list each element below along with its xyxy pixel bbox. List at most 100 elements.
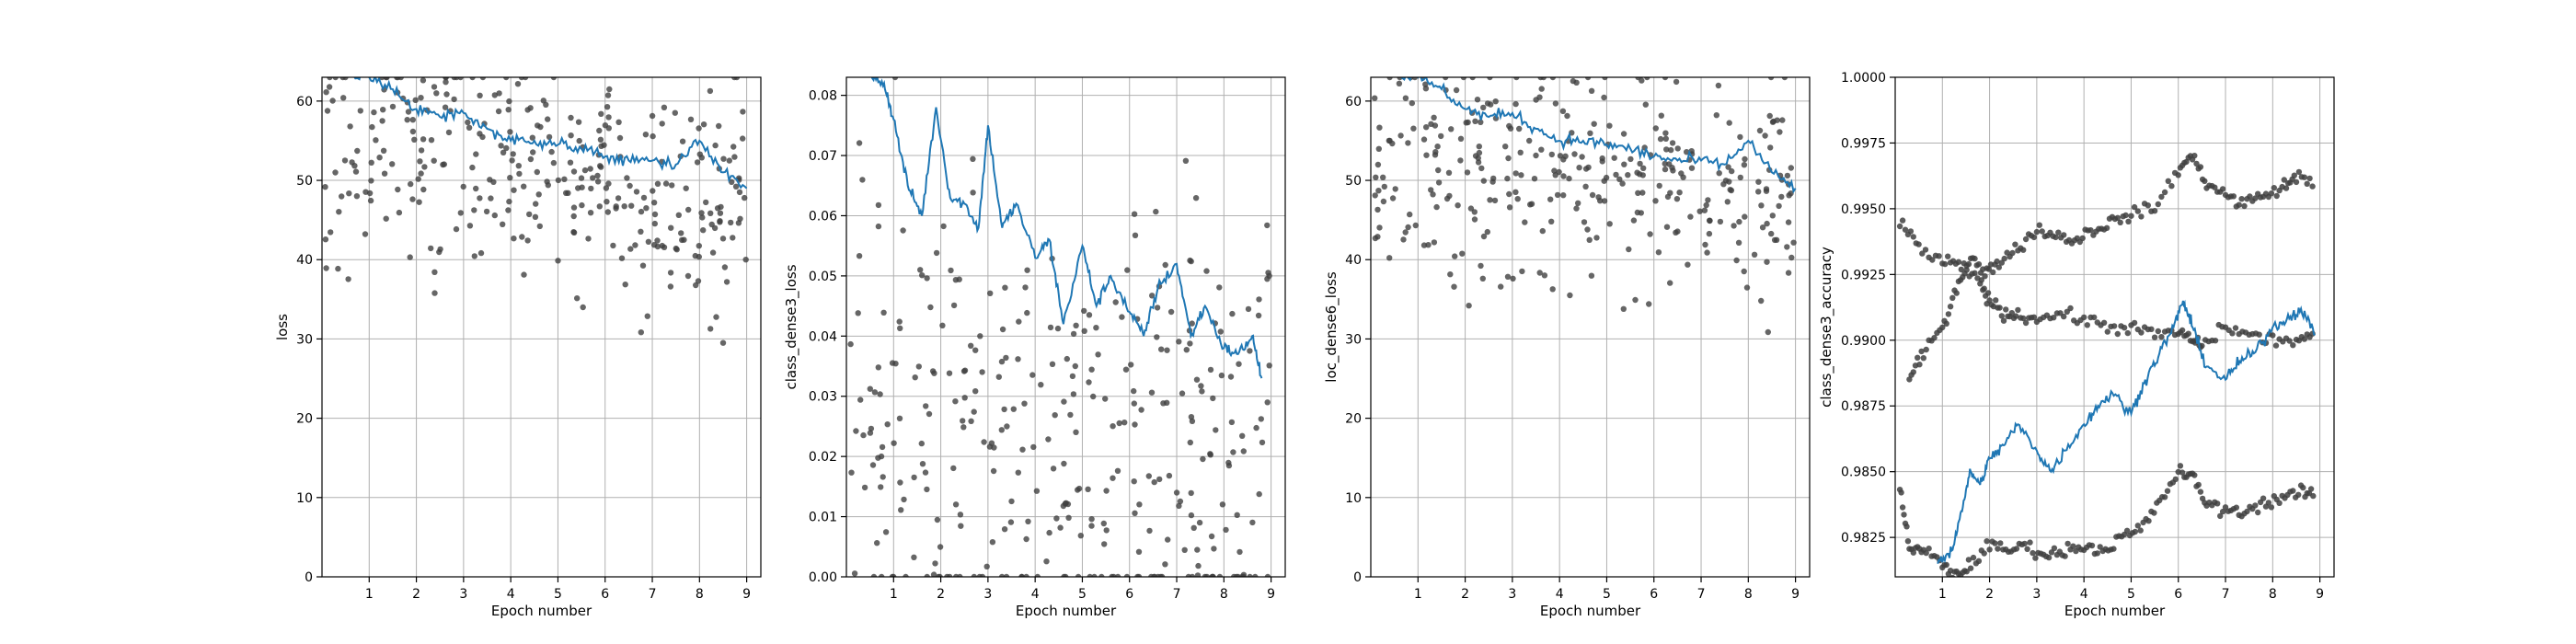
y-tick-label: 40 — [1345, 253, 1362, 268]
data-point — [545, 116, 551, 122]
data-point — [1684, 149, 1690, 155]
data-point — [1114, 467, 1121, 474]
data-point — [1176, 339, 1182, 345]
data-point — [1073, 429, 1079, 435]
data-point — [1459, 250, 1466, 257]
data-point — [2212, 184, 2218, 190]
data-point — [420, 136, 427, 143]
x-tick-label: 8 — [696, 587, 704, 602]
data-point — [1487, 77, 1493, 81]
data-point — [875, 454, 881, 461]
data-point — [2191, 153, 2198, 159]
data-point — [1472, 118, 1478, 124]
data-point — [972, 347, 979, 353]
x-axis-label: Epoch number — [491, 603, 592, 619]
data-point — [1669, 140, 1676, 146]
data-point — [2247, 193, 2253, 200]
y-axis-label: loc_dense6_loss — [1323, 271, 1340, 383]
data-point — [1564, 112, 1570, 120]
data-point — [332, 77, 339, 81]
data-point — [1196, 519, 1203, 526]
data-point — [878, 484, 884, 490]
data-point — [2233, 504, 2239, 511]
data-point — [1131, 400, 1138, 407]
data-point — [2100, 319, 2108, 326]
data-point — [1915, 354, 1921, 361]
data-point — [1731, 223, 1737, 229]
data-point — [2145, 518, 2152, 524]
data-point — [1788, 165, 1795, 171]
data-point — [1788, 190, 1794, 197]
x-axis-label: Epoch number — [1016, 603, 1117, 619]
data-point — [1266, 362, 1272, 369]
data-point — [930, 571, 937, 577]
data-point — [1400, 236, 1407, 243]
data-point — [1095, 351, 1101, 358]
data-point — [1407, 211, 1413, 218]
data-point — [1428, 187, 1434, 193]
data-point — [1727, 187, 1733, 193]
data-point — [1737, 133, 1743, 141]
data-point — [1626, 246, 1632, 253]
data-point — [1632, 296, 1639, 304]
data-point — [1540, 77, 1547, 81]
data-point — [1943, 561, 1949, 569]
data-point — [729, 178, 735, 185]
data-point — [639, 262, 647, 269]
data-point — [575, 119, 582, 125]
data-point — [2012, 241, 2018, 247]
data-point — [1225, 459, 1232, 466]
data-point — [354, 147, 361, 155]
data-point — [604, 92, 612, 98]
data-point — [1548, 151, 1556, 158]
data-point — [1662, 166, 1669, 173]
data-point — [2045, 554, 2053, 561]
data-point — [2238, 196, 2245, 202]
data-point — [643, 205, 650, 212]
data-point — [2151, 208, 2158, 214]
x-axis-label: Epoch number — [2064, 603, 2166, 619]
data-point — [1190, 524, 1197, 531]
data-point — [1729, 167, 1735, 175]
data-point — [1065, 514, 1072, 521]
data-point — [717, 219, 723, 225]
data-point — [1504, 175, 1511, 182]
data-point — [2103, 224, 2110, 231]
data-point — [1742, 213, 1748, 220]
data-point — [1579, 154, 1585, 160]
data-point — [2155, 201, 2161, 208]
data-point — [1148, 389, 1156, 396]
data-point — [707, 87, 714, 95]
data-point — [1025, 518, 1031, 524]
data-point — [2197, 164, 2204, 170]
data-point — [1559, 108, 1567, 115]
data-point — [721, 264, 729, 270]
data-point — [431, 84, 438, 90]
data-point — [649, 112, 656, 120]
data-point — [897, 479, 903, 486]
data-point — [1766, 112, 1773, 120]
data-point — [1663, 146, 1670, 153]
data-point — [672, 109, 678, 116]
data-point — [1765, 328, 1772, 336]
data-point — [1431, 239, 1438, 246]
data-point — [1061, 398, 1067, 405]
x-tick-label: 5 — [2127, 587, 2135, 602]
data-point — [638, 208, 645, 215]
data-point — [550, 159, 558, 167]
data-point — [420, 186, 427, 193]
data-point — [530, 149, 536, 155]
data-point — [1100, 520, 1108, 527]
data-point — [2008, 310, 2015, 316]
data-point — [1447, 271, 1454, 278]
data-point — [2283, 185, 2290, 191]
x-tick-label: 7 — [1697, 587, 1706, 602]
data-point — [1918, 348, 1925, 355]
data-point — [545, 182, 551, 189]
data-point — [1376, 224, 1383, 231]
data-point — [1586, 236, 1593, 243]
data-point — [970, 190, 976, 196]
data-point — [1185, 573, 1192, 577]
data-point — [323, 265, 329, 271]
y-tick-label: 0.03 — [809, 390, 837, 405]
